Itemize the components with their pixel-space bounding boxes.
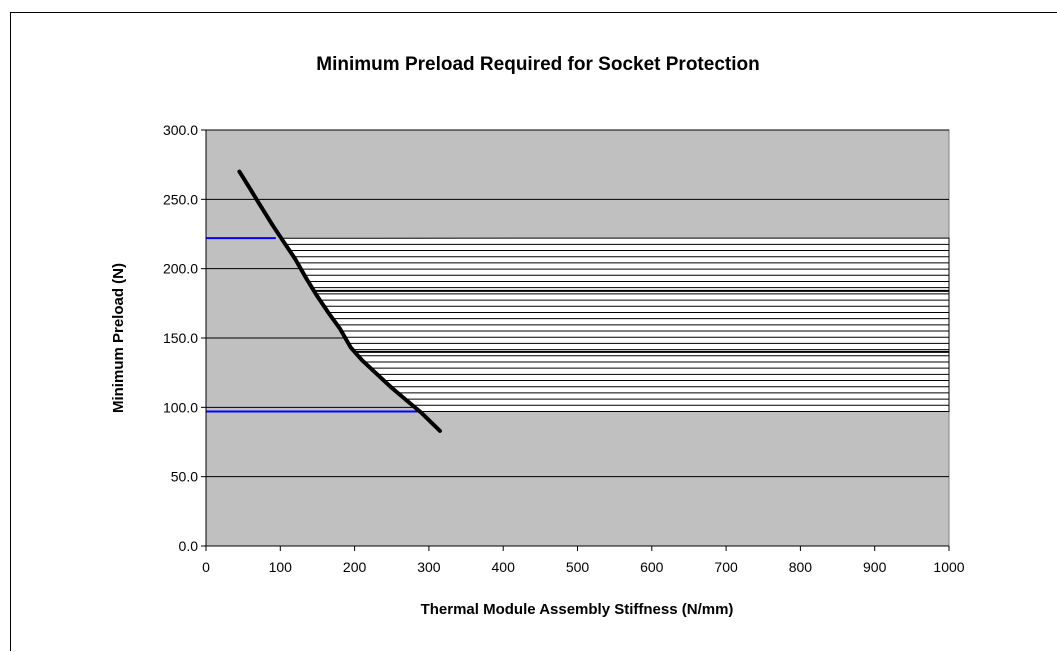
series-line xyxy=(237,169,442,433)
y-tick-label-4: 200.0 xyxy=(163,261,198,277)
x-tick-label-3: 300 xyxy=(417,559,441,575)
y-tick-label-0: 0.0 xyxy=(179,538,199,554)
y-tick-label-5: 250.0 xyxy=(163,191,198,207)
x-tick-label-8: 800 xyxy=(789,559,813,575)
y-tick-label-3: 150.0 xyxy=(163,330,198,346)
chart-title: Minimum Preload Required for Socket Prot… xyxy=(316,54,759,75)
x-tick-label-1: 100 xyxy=(269,559,293,575)
chart-frame: Minimum Preload Required for Socket Prot… xyxy=(10,12,1057,651)
y-tick-label-2: 100.0 xyxy=(163,399,198,415)
x-tick-label-0: 0 xyxy=(202,559,210,575)
series-layer xyxy=(237,169,442,433)
x-axis-title: Thermal Module Assembly Stiffness (N/mm) xyxy=(421,601,734,618)
reference-lines xyxy=(206,237,422,413)
y-tick-labels: 0.0 50.0 100.0 150.0 200.0 250.0 300.0 xyxy=(163,122,198,554)
x-tick-label-6: 600 xyxy=(640,559,664,575)
y-axis-title: Minimum Preload (N) xyxy=(110,263,127,413)
axes xyxy=(201,129,950,551)
x-tick-label-9: 900 xyxy=(863,559,887,575)
x-tick-label-2: 200 xyxy=(343,559,367,575)
x-tick-label-5: 500 xyxy=(566,559,590,575)
y-tick-label-1: 50.0 xyxy=(171,469,198,485)
chart-svg: Minimum Preload Required for Socket Prot… xyxy=(110,54,965,618)
y-tick-label-6: 300.0 xyxy=(163,122,198,138)
x-tick-labels: 0 100 200 300 400 500 600 700 800 900 1000 xyxy=(202,559,965,575)
x-tick-label-4: 400 xyxy=(492,559,516,575)
x-tick-label-7: 700 xyxy=(714,559,738,575)
x-tick-label-10: 1000 xyxy=(933,559,964,575)
